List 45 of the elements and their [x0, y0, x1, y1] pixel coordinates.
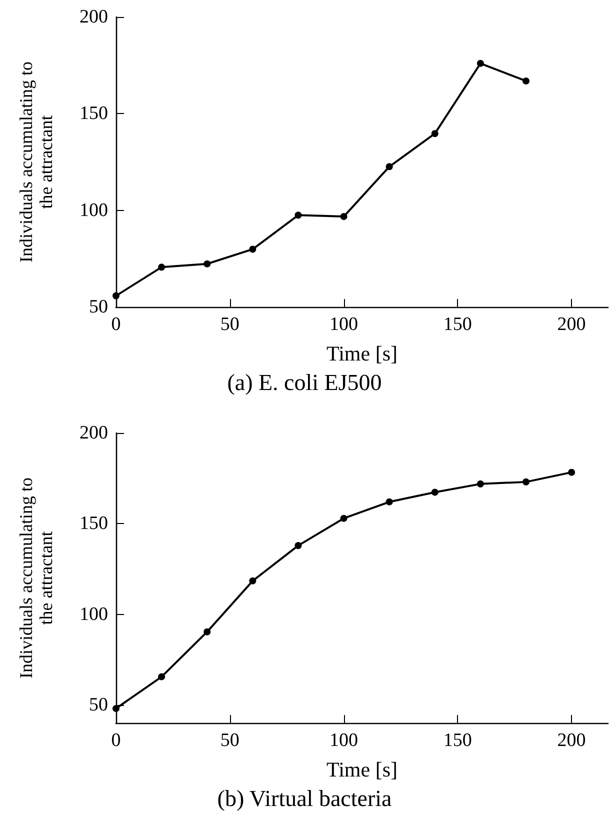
x-tick-label: 200: [557, 314, 586, 335]
point: [386, 498, 393, 506]
point: [340, 514, 348, 522]
x-tick-label: 50: [220, 314, 240, 335]
y-tick-label: 50: [89, 296, 108, 318]
x-tick-label: 0: [111, 730, 121, 751]
point: [158, 264, 166, 271]
y-tick-label: 150: [80, 103, 108, 124]
point: [204, 628, 211, 636]
point: [294, 212, 302, 219]
x-tick-label: 150: [443, 730, 472, 751]
y-axis-title: Individuals accumulating to the attractant: [16, 62, 56, 262]
point: [386, 163, 393, 170]
point: [476, 60, 484, 67]
point: [431, 488, 438, 496]
x-tick-label: 50: [220, 730, 240, 751]
point: [294, 542, 302, 550]
point: [522, 478, 530, 486]
y-tick-label: 150: [80, 513, 108, 534]
point: [249, 246, 256, 253]
point: [431, 130, 438, 138]
point: [112, 292, 120, 300]
point: [112, 705, 120, 712]
y-axis-title: Individuals accumulating to the attractant: [16, 478, 56, 678]
point: [249, 577, 256, 584]
point: [340, 213, 348, 220]
point: [568, 468, 576, 476]
point: [204, 260, 211, 268]
x-tick-label: 150: [443, 314, 472, 335]
y-tick-label: 50: [89, 694, 108, 716]
text: (b) Virtual bacteria: [217, 786, 392, 811]
text: (a) E. coli EJ500: [227, 370, 382, 395]
x-tick-label: 0: [111, 314, 121, 335]
point: [476, 480, 484, 488]
point: [158, 673, 166, 680]
x-tick-label: 100: [330, 730, 358, 751]
x-axis-title: Time [s]: [326, 342, 398, 366]
y-tick-label: 200: [80, 6, 108, 28]
x-axis-title: Time [s]: [326, 758, 398, 782]
x-tick-label: 100: [330, 314, 358, 335]
y-tick-label: 100: [80, 200, 108, 221]
x-tick-label: 200: [557, 730, 586, 751]
y-tick-label: 100: [80, 604, 108, 625]
point: [522, 77, 530, 84]
y-tick-label: 200: [80, 422, 108, 444]
